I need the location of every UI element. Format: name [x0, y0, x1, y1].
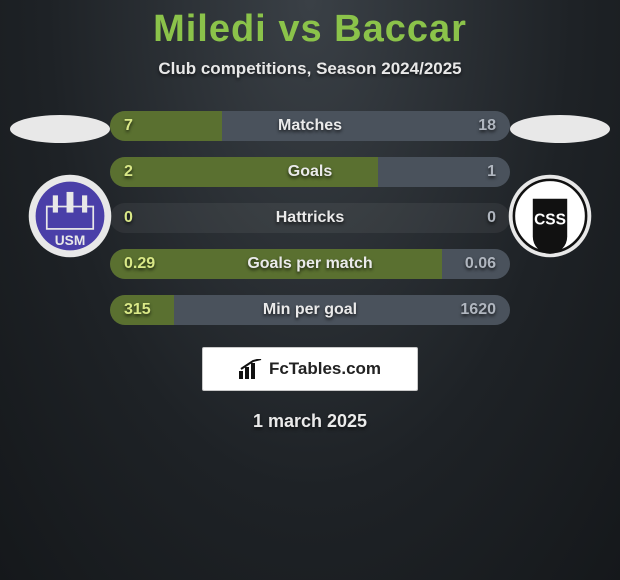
brand-label: FcTables.com	[269, 359, 381, 379]
stat-row: 21Goals	[110, 157, 510, 187]
comparison-panel: USM CSS 718Matches 21Goals 00Hattricks 0.29…	[0, 111, 620, 432]
player2-name: Baccar	[334, 8, 467, 50]
subtitle: Club competitions, Season 2024/2025	[0, 59, 620, 79]
stat-row: 718Matches	[110, 111, 510, 141]
stat-label: Goals per match	[110, 249, 510, 279]
player1-name: Miledi	[153, 8, 267, 50]
stat-row: 00Hattricks	[110, 203, 510, 233]
stat-rows: 718Matches 21Goals 00Hattricks 0.290.06Goal…	[110, 111, 510, 325]
stat-label: Matches	[110, 111, 510, 141]
vs-text: vs	[278, 8, 322, 50]
club-crest-left: USM	[20, 173, 120, 259]
player2-oval	[510, 115, 610, 143]
page-title: Miledi vs Baccar	[0, 0, 620, 51]
match-date: 1 march 2025	[0, 411, 620, 432]
stat-label: Goals	[110, 157, 510, 187]
stat-label: Hattricks	[110, 203, 510, 233]
stat-row: 0.290.06Goals per match	[110, 249, 510, 279]
crest-right-icon: CSS	[500, 173, 600, 259]
crest-left-icon: USM	[20, 173, 120, 259]
club-crest-right: CSS	[500, 173, 600, 259]
svg-text:CSS: CSS	[534, 212, 566, 229]
stat-row: 3151620Min per goal	[110, 295, 510, 325]
player1-oval	[10, 115, 110, 143]
brand-badge[interactable]: FcTables.com	[202, 347, 418, 391]
chart-icon	[239, 359, 263, 379]
svg-text:USM: USM	[55, 233, 86, 248]
stat-label: Min per goal	[110, 295, 510, 325]
